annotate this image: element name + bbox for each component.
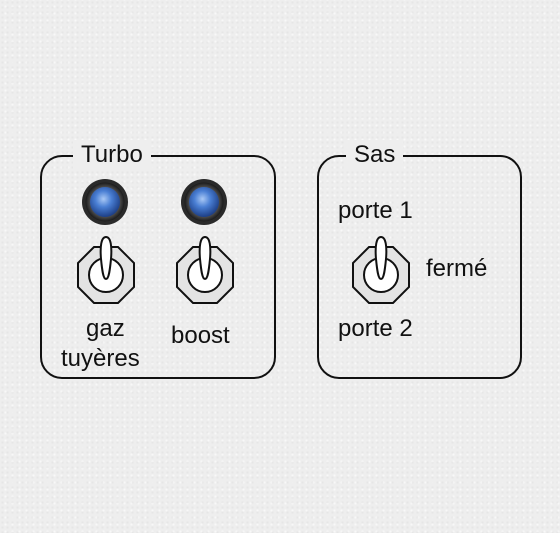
sas-panel-title: Sas — [346, 140, 404, 170]
sas-door-toggle-switch[interactable] — [352, 235, 410, 305]
gaz-tuyeres-toggle-switch[interactable] — [77, 235, 135, 305]
tuyeres-label: tuyères — [61, 345, 140, 372]
gaz-label: gaz — [86, 315, 125, 342]
porte-1-label: porte 1 — [338, 197, 413, 224]
boost-label: boost — [171, 322, 230, 349]
turbo-panel: Turbo gaz tuyères boost — [40, 140, 276, 379]
porte-2-label: porte 2 — [338, 315, 413, 342]
gaz-tuyeres-indicator-icon — [82, 179, 128, 225]
boost-toggle-switch[interactable] — [176, 235, 234, 305]
ferme-label: fermé — [426, 255, 488, 282]
boost-indicator-icon — [181, 179, 227, 225]
turbo-panel-title: Turbo — [73, 140, 151, 170]
sas-panel: Sas porte 1 fermé porte 2 — [317, 140, 522, 379]
